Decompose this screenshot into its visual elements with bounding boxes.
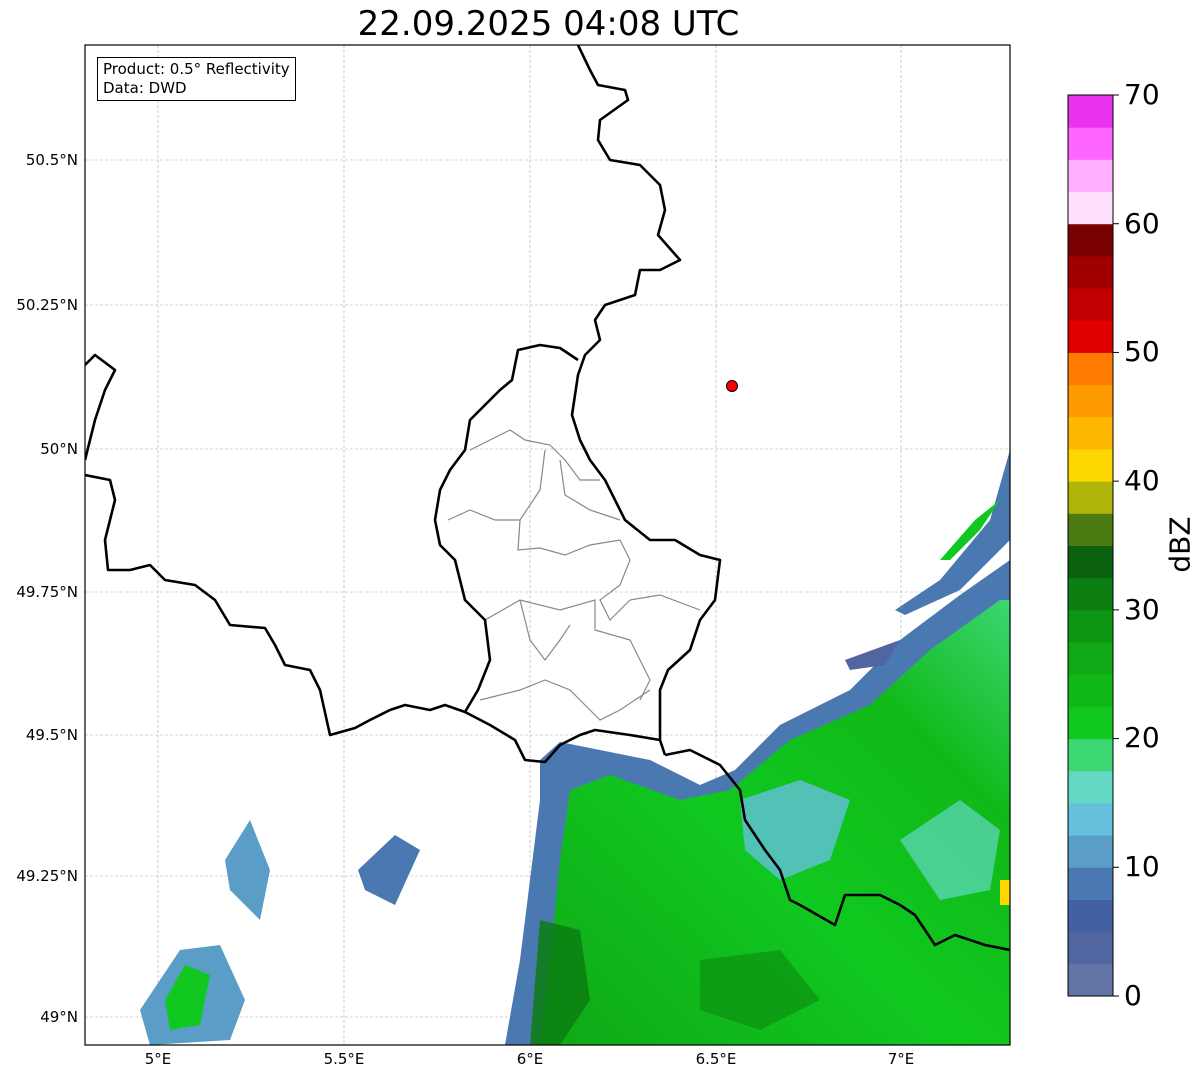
border-germany-west <box>570 45 722 756</box>
info-data-source: Data: DWD <box>103 79 187 97</box>
info-box: Product: 0.5° Reflectivity Data: DWD <box>97 57 296 101</box>
lat-label: 50.25°N <box>16 296 78 314</box>
lat-label: 49.75°N <box>16 583 78 601</box>
map-title: 22.09.2025 04:08 UTC <box>357 4 740 44</box>
colorbar-tick: 0 <box>1124 979 1142 1012</box>
lat-label: 50°N <box>40 440 78 458</box>
radar-echoes <box>140 450 1010 1045</box>
colorbar-bin <box>1068 770 1113 804</box>
colorbar-bin <box>1068 706 1113 740</box>
colorbar-tick: 70 <box>1124 78 1160 111</box>
border-germany-france <box>664 748 1010 952</box>
lon-label: 5°E <box>144 1050 172 1068</box>
colorbar-tick: 10 <box>1124 850 1160 883</box>
colorbar-bin <box>1068 513 1113 546</box>
lat-label: 50.5°N <box>25 151 78 169</box>
echo-band-mid <box>845 640 900 670</box>
colorbar-bin <box>1068 223 1113 257</box>
lon-label: 5.5°E <box>323 1050 365 1068</box>
colorbar-tick: 20 <box>1124 721 1160 754</box>
echo-cell-w2 <box>358 835 420 905</box>
colorbar-bin <box>1068 867 1113 900</box>
colorbar-label: dBZ <box>1163 516 1197 573</box>
info-product: Product: 0.5° Reflectivity <box>103 60 290 78</box>
echo-light-patch-2 <box>900 800 1000 900</box>
colorbar-bin <box>1068 127 1113 160</box>
colorbar-bin <box>1068 802 1113 836</box>
border-luxembourg <box>433 343 661 764</box>
colorbar-bin <box>1068 288 1113 321</box>
colorbar-bin <box>1068 95 1113 128</box>
echo-band-ne-core <box>940 500 1000 560</box>
colorbar-bin <box>1068 738 1113 772</box>
lon-label: 6.5°E <box>695 1050 737 1068</box>
colorbar-bin <box>1068 931 1113 965</box>
colorbar-bin <box>1068 609 1113 643</box>
echo-dark-patch <box>530 920 590 1045</box>
border-belgium-france <box>85 473 466 737</box>
colorbar-bin <box>1068 577 1113 611</box>
colorbar-bin <box>1068 416 1113 450</box>
colorbar-bin <box>1068 384 1113 418</box>
lat-label: 49.5°N <box>25 726 78 744</box>
colorbar-bin <box>1068 674 1113 707</box>
lon-label: 7°E <box>887 1050 915 1068</box>
border-belgium-nw <box>85 353 117 461</box>
country-borders <box>85 45 1010 952</box>
colorbar-bin <box>1068 481 1113 514</box>
colorbar-bin <box>1068 899 1113 933</box>
colorbar-bin <box>1068 352 1113 386</box>
colorbar-bin <box>1068 963 1113 997</box>
map-frame <box>84 44 1011 1046</box>
colorbar-bin <box>1068 191 1113 225</box>
lat-label: 49°N <box>40 1008 78 1026</box>
radar-site-marker[interactable] <box>726 380 738 392</box>
colorbar-tick: 30 <box>1124 593 1160 626</box>
colorbar <box>1067 94 1119 997</box>
colorbar-bin <box>1068 448 1113 482</box>
colorbar-tick: 50 <box>1124 335 1160 368</box>
echo-dark-patch-2 <box>700 950 820 1030</box>
colorbar-tick: 60 <box>1124 207 1160 240</box>
echo-cell-sw-core <box>165 965 210 1030</box>
colorbar-frame <box>1067 94 1114 997</box>
colorbar-bin <box>1068 642 1113 675</box>
colorbar-bin <box>1068 545 1113 579</box>
luxembourg-cantons <box>447 429 701 721</box>
echo-high-spot <box>1000 880 1010 905</box>
echo-band-ne <box>895 450 1010 615</box>
colorbar-bin <box>1068 835 1113 868</box>
colorbar-bin <box>1068 255 1113 289</box>
colorbar-bin <box>1068 320 1113 353</box>
lon-label: 6°E <box>516 1050 544 1068</box>
colorbar-bin <box>1068 159 1113 193</box>
colorbar-tick: 40 <box>1124 464 1160 497</box>
lat-label: 49.25°N <box>16 867 78 885</box>
echo-cell-w <box>225 820 270 920</box>
